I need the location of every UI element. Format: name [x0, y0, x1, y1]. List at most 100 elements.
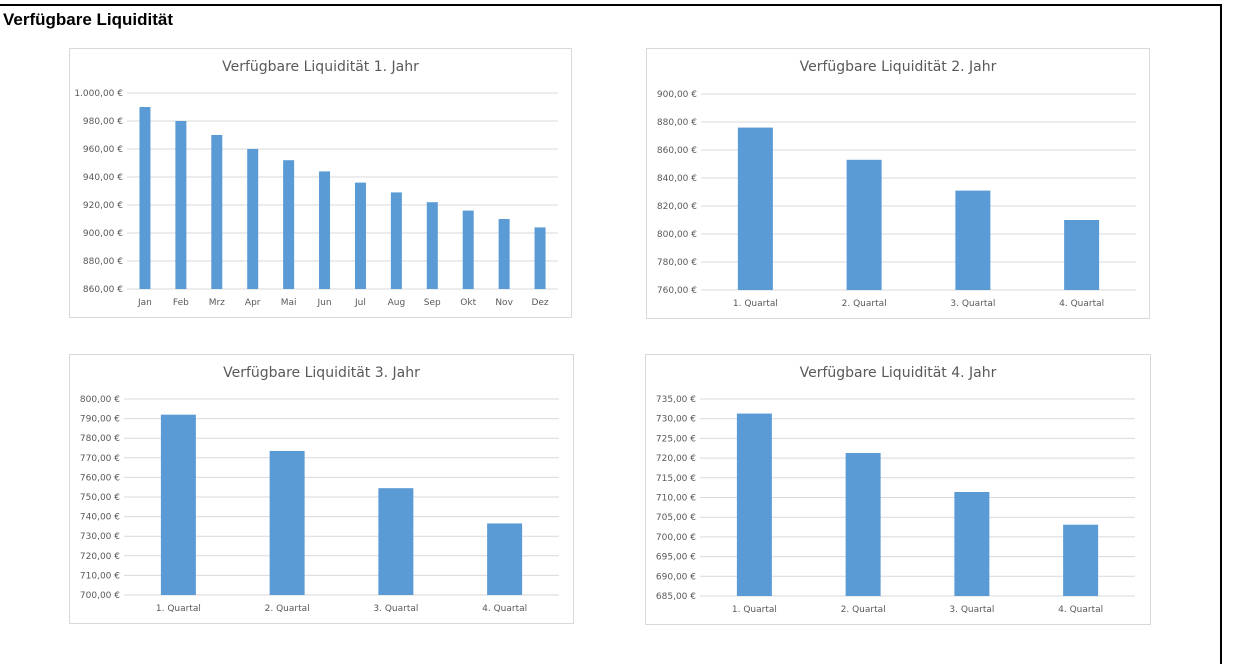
y-tick-label: 725,00 €: [656, 434, 696, 444]
x-tick-label: Mai: [281, 298, 297, 308]
chart-year-4: Verfügbare Liquidität 4. Jahr 685,00 € 69…: [645, 354, 1151, 625]
chart-title: Verfügbare Liquidität 4. Jahr: [799, 365, 997, 381]
x-tick-label: Apr: [245, 298, 261, 308]
y-tick-label: 685,00 €: [656, 592, 696, 602]
bar: [175, 121, 187, 289]
y-tick-label: 800,00 €: [80, 395, 120, 405]
chart-title: Verfügbare Liquidität 2. Jahr: [799, 59, 997, 75]
y-tick-label: 1.000,00 €: [74, 89, 123, 99]
bar: [845, 452, 881, 596]
x-tick-label: 2. Quartal: [842, 299, 887, 309]
y-tick-label: 840,00 €: [657, 174, 697, 184]
bar: [160, 414, 196, 595]
bar: [426, 202, 438, 289]
chart-year-3: Verfügbare Liquidität 3. Jahr 700,00 € 71…: [69, 354, 574, 624]
bar: [954, 491, 990, 596]
y-tick-label: 715,00 €: [656, 474, 696, 484]
y-tick-label: 980,00 €: [83, 117, 123, 127]
bar: [247, 149, 259, 289]
x-tick-label: 4. Quartal: [1058, 605, 1103, 615]
bar: [736, 413, 772, 596]
bar: [354, 182, 366, 289]
y-tick-label: 720,00 €: [80, 552, 120, 562]
bar: [846, 159, 882, 290]
y-tick-label: 740,00 €: [80, 513, 120, 523]
chart-year-2: Verfügbare Liquidität 2. Jahr 760,00 € 78…: [646, 48, 1150, 319]
x-tick-label: 1. Quartal: [156, 604, 201, 614]
x-tick-label: 4. Quartal: [482, 604, 527, 614]
bar: [269, 450, 305, 595]
y-tick-label: 880,00 €: [83, 257, 123, 267]
y-tick-label: 770,00 €: [80, 454, 120, 464]
y-tick-label: 750,00 €: [80, 493, 120, 503]
bar: [1063, 524, 1099, 596]
chart-plot: 685,00 € 690,00 € 695,00 € 700,00 € 705,00 €…: [656, 395, 1135, 615]
y-tick-label: 860,00 €: [83, 285, 123, 295]
x-tick-label: Jul: [354, 298, 366, 308]
bar: [955, 190, 991, 290]
bar: [737, 127, 773, 290]
chart-title: Verfügbare Liquidität 1. Jahr: [222, 59, 419, 75]
chart-plot: 700,00 € 710,00 € 720,00 € 730,00 € 740,00 €…: [80, 395, 559, 614]
x-tick-label: Dez: [531, 298, 548, 308]
y-tick-label: 735,00 €: [656, 395, 696, 405]
y-tick-label: 730,00 €: [656, 415, 696, 425]
page-title: Verfügbare Liquidität: [3, 10, 174, 29]
y-tick-label: 710,00 €: [656, 494, 696, 504]
bar: [283, 160, 295, 289]
y-tick-label: 900,00 €: [657, 90, 697, 100]
bar: [534, 227, 546, 289]
y-tick-label: 700,00 €: [656, 533, 696, 543]
page-frame: [0, 4, 1222, 664]
chart-title: Verfügbare Liquidität 3. Jahr: [223, 365, 420, 381]
x-tick-label: 1. Quartal: [732, 605, 777, 615]
y-tick-label: 690,00 €: [656, 572, 696, 582]
x-tick-label: Nov: [495, 298, 513, 308]
x-tick-label: 4. Quartal: [1059, 299, 1104, 309]
y-tick-label: 720,00 €: [656, 454, 696, 464]
y-tick-label: 780,00 €: [80, 434, 120, 444]
x-tick-label: 3. Quartal: [373, 604, 418, 614]
bar: [1064, 220, 1100, 290]
y-tick-label: 820,00 €: [657, 202, 697, 212]
x-tick-label: Jun: [317, 298, 332, 308]
y-tick-label: 705,00 €: [656, 513, 696, 523]
y-tick-label: 700,00 €: [80, 591, 120, 601]
x-tick-label: Feb: [173, 298, 189, 308]
x-tick-label: 3. Quartal: [950, 299, 995, 309]
x-tick-label: 3. Quartal: [949, 605, 994, 615]
chart-year-1: Verfügbare Liquidität 1. Jahr 860,00 € 88…: [69, 48, 572, 318]
y-tick-label: 760,00 €: [657, 286, 697, 296]
y-tick-label: 730,00 €: [80, 532, 120, 542]
y-tick-label: 790,00 €: [80, 415, 120, 425]
bar: [498, 219, 510, 289]
y-tick-label: 940,00 €: [83, 173, 123, 183]
y-tick-label: 760,00 €: [80, 473, 120, 483]
x-tick-label: Okt: [460, 298, 476, 308]
bar: [462, 210, 474, 289]
y-tick-label: 695,00 €: [656, 553, 696, 563]
x-tick-label: Mrz: [209, 298, 225, 308]
y-tick-label: 960,00 €: [83, 145, 123, 155]
bar: [139, 107, 151, 289]
x-tick-label: Sep: [424, 298, 441, 308]
x-tick-label: 2. Quartal: [265, 604, 310, 614]
chart-plot: 760,00 € 780,00 € 800,00 € 820,00 € 840,00 €…: [657, 90, 1136, 309]
chart-plot: 860,00 € 880,00 € 900,00 € 920,00 € 940,00 €…: [74, 89, 558, 308]
x-tick-label: 2. Quartal: [841, 605, 886, 615]
y-tick-label: 800,00 €: [657, 230, 697, 240]
y-tick-label: 880,00 €: [657, 118, 697, 128]
bar: [390, 192, 402, 289]
bar: [319, 171, 331, 289]
bar: [378, 488, 414, 595]
y-tick-label: 780,00 €: [657, 258, 697, 268]
y-tick-label: 900,00 €: [83, 229, 123, 239]
x-tick-label: 1. Quartal: [733, 299, 778, 309]
bar: [211, 135, 223, 289]
y-tick-label: 860,00 €: [657, 146, 697, 156]
x-tick-label: Aug: [388, 298, 406, 308]
y-tick-label: 920,00 €: [83, 201, 123, 211]
y-tick-label: 710,00 €: [80, 571, 120, 581]
x-tick-label: Jan: [137, 298, 152, 308]
bar: [487, 523, 523, 595]
